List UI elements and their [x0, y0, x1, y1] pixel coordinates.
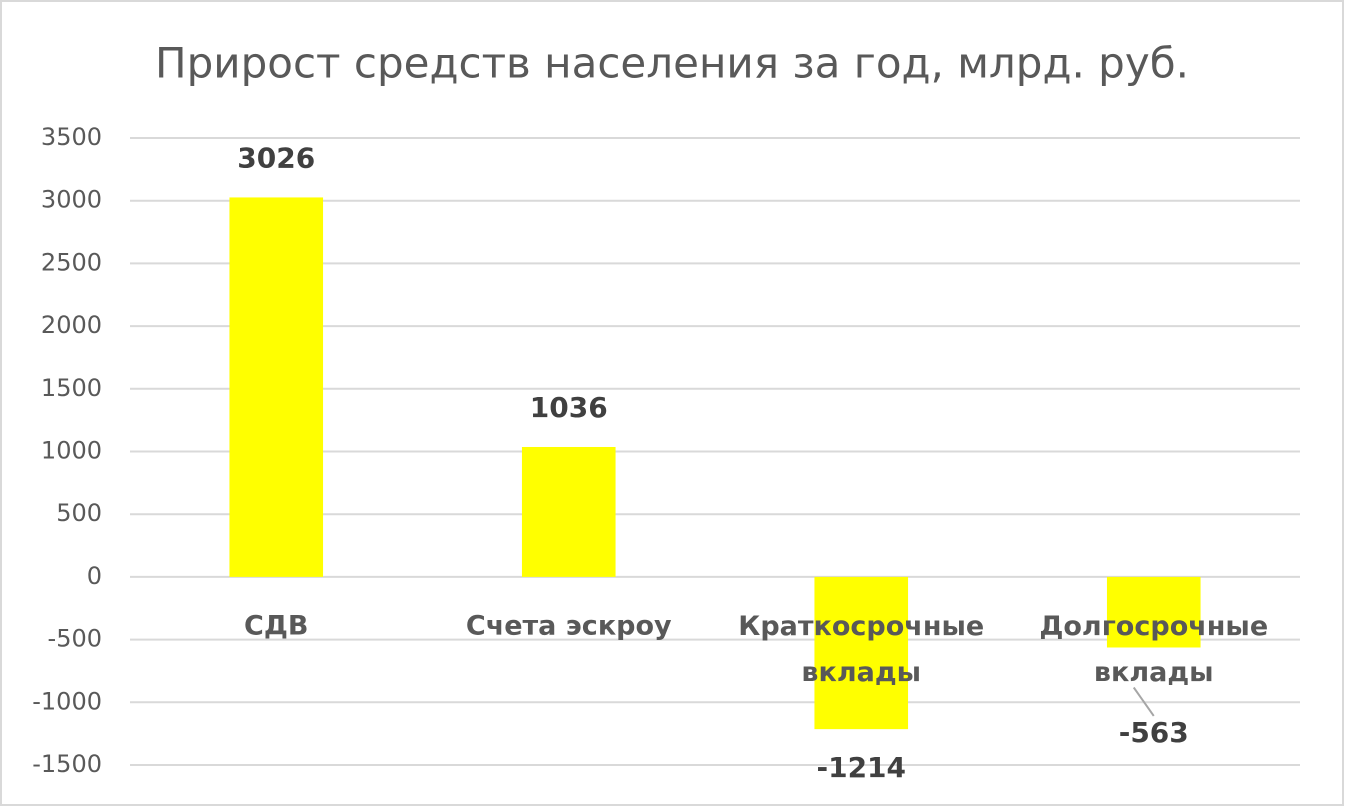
y-tick-label: 1000	[41, 437, 102, 465]
leader-line	[1132, 686, 1155, 717]
y-tick-label: -500	[48, 625, 102, 653]
data-label: -563	[1119, 716, 1189, 749]
chart-title: Прирост средств населения за год, млрд. …	[155, 39, 1189, 88]
x-tick-label: СДВ	[244, 610, 308, 641]
x-tick-label-line: Долгосрочные	[1039, 610, 1268, 641]
x-tick-label-line: вклады	[1094, 656, 1214, 687]
y-tick-label: 500	[56, 499, 102, 527]
x-tick-label: Счета эскроу	[466, 610, 672, 641]
bar	[1106, 576, 1201, 648]
y-tick-label: 1500	[41, 374, 102, 402]
x-tick-label: Долгосрочные вклады	[1039, 610, 1268, 687]
x-tick-label-line: Краткосрочные	[738, 610, 984, 641]
y-tick-label: 2500	[41, 248, 102, 276]
y-tick-label: -1500	[32, 750, 102, 778]
data-label: -1214	[816, 751, 906, 784]
y-tick-label: 0	[87, 562, 102, 590]
data-label: 3026	[237, 141, 315, 174]
bar	[814, 576, 909, 730]
data-label: 1036	[530, 391, 608, 424]
y-tick-label: -1000	[32, 687, 102, 715]
bar	[229, 197, 324, 577]
x-tick-label: Краткосрочные вклады	[738, 610, 984, 687]
bar	[521, 446, 616, 577]
y-tick-label: 2000	[41, 311, 102, 339]
y-tick-label: 3000	[41, 186, 102, 214]
x-tick-label-line: вклады	[801, 656, 921, 687]
y-tick-label: 3500	[41, 123, 102, 151]
